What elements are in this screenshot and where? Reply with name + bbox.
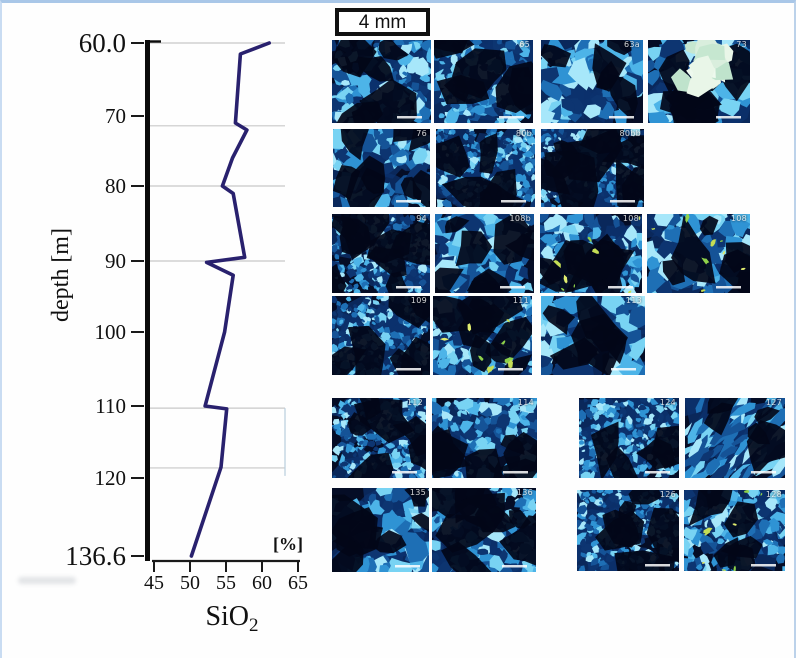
sio2-tick-label: 65 (288, 572, 308, 594)
micrograph-sample-label: 124 (659, 398, 676, 407)
micrograph-sample-label: 135 (409, 488, 426, 497)
micrograph-image (435, 214, 534, 293)
micrograph-tile: 109 (332, 296, 430, 375)
micrograph-image (432, 488, 536, 572)
micrograph-tile: 136 (432, 488, 536, 572)
micrograph-tile: 76 (333, 129, 430, 207)
micrograph-tile: 94 (332, 214, 430, 293)
micrograph-sample-label: 108 (730, 214, 747, 223)
micrograph-image (541, 296, 645, 375)
micrograph-image (332, 296, 430, 375)
micrograph-sample-label: 63a (624, 40, 640, 49)
micrograph-image (648, 40, 750, 123)
micrograph-sample-label: 108b (509, 214, 531, 223)
micrograph-sample-label: 76 (416, 129, 427, 138)
micrograph-image (433, 296, 532, 375)
sio2-tick-label: 55 (216, 572, 236, 594)
sio2-tick-label: 60 (252, 572, 272, 594)
micrograph-tile: 124 (579, 398, 679, 478)
scale-bar-box: 4 mm (335, 8, 430, 36)
micrograph-image (332, 398, 426, 478)
sio2-profile-line (189, 41, 272, 558)
micrograph-sample-label: 128 (765, 490, 782, 499)
micrograph-tile: 108b (435, 214, 534, 293)
micrograph-image (432, 398, 537, 478)
micrograph-image (577, 490, 679, 571)
micrograph-image (332, 214, 430, 293)
micrograph-tile: 80b (436, 129, 535, 207)
micrograph-tile: 135 (332, 488, 429, 572)
micrograph-tile: 63a (541, 40, 643, 123)
micrograph-tile: 127 (685, 398, 785, 478)
micrograph-tile: 114 (432, 398, 537, 478)
micrograph-image (684, 490, 785, 571)
micrograph-tile: 73 (648, 40, 750, 123)
micrograph-sample-label: 108 (622, 214, 639, 223)
micrograph-image (647, 214, 750, 293)
micrograph-sample-label: 65 (519, 40, 530, 49)
depth-tick-label: 120 (95, 466, 127, 490)
depth-axis-title: depth [m] (48, 228, 74, 322)
micrograph-image (579, 398, 679, 478)
micrograph-tile: 65 (434, 40, 533, 123)
micrograph-image (436, 129, 535, 207)
micrograph-sample-label: 112 (406, 398, 423, 407)
sio2-depth-chart: 60.0 70 80 90 100 110 120 136.6 45 50 55 60 65 [%] SiO… (2, 3, 332, 658)
depth-tick-label: 136.6 (65, 541, 126, 571)
micrograph-sample-label: 114 (517, 398, 534, 407)
micrograph-image (333, 129, 430, 207)
depth-tick-label: 100 (95, 320, 127, 344)
micrograph-tile: 128 (684, 490, 785, 571)
micrograph-sample-label: 136 (516, 488, 533, 497)
micrograph-sample-label: 109 (410, 296, 427, 305)
micrograph-tile (332, 40, 431, 123)
sio2-tick-label: 45 (144, 572, 164, 594)
micrograph-image (685, 398, 785, 478)
micrograph-image (541, 40, 643, 123)
depth-tick-label: 110 (95, 394, 126, 418)
micrograph-sample-label: 113 (625, 296, 642, 305)
micrograph-sample-label: 80b (515, 129, 532, 138)
micrograph-sample-label: 127 (765, 398, 782, 407)
micrograph-image (434, 40, 533, 123)
micrograph-sample-label: 80bb (619, 129, 641, 138)
micrograph-sample-label: 126 (659, 490, 676, 499)
micrograph-sample-label: 73 (736, 40, 747, 49)
depth-tick-label: 60.0 (79, 28, 126, 58)
micrograph-tile: 108 (540, 214, 642, 293)
micrograph-image (540, 214, 642, 293)
depth-tick-label: 80 (105, 174, 126, 198)
micrograph-tile: 113 (541, 296, 645, 375)
depth-axis (145, 40, 150, 561)
micrograph-tile: 80bb (541, 129, 644, 207)
micrograph-tile: 126 (577, 490, 679, 571)
percent-unit-label: [%] (273, 534, 303, 554)
micrograph-sample-label: 111 (512, 296, 529, 305)
sio2-tick-label: 50 (180, 572, 200, 594)
smudge-mark (18, 577, 76, 584)
depth-tick-label: 90 (105, 249, 126, 273)
micrograph-image (541, 129, 644, 207)
micrograph-image (332, 40, 431, 123)
scale-bar-label: 4 mm (358, 11, 407, 33)
micrograph-tile: 112 (332, 398, 426, 478)
sio2-depth-chart-svg: 60.0 70 80 90 100 110 120 136.6 45 50 55 60 65 [%] SiO… (48, 28, 308, 636)
micrograph-tile: 111 (433, 296, 532, 375)
sio2-axis-title: SiO2 (205, 601, 258, 636)
depth-tick-label: 70 (105, 104, 126, 128)
micrograph-sample-label: 94 (416, 214, 427, 223)
micrograph-image (332, 488, 429, 572)
micrograph-tile: 108 (647, 214, 750, 293)
